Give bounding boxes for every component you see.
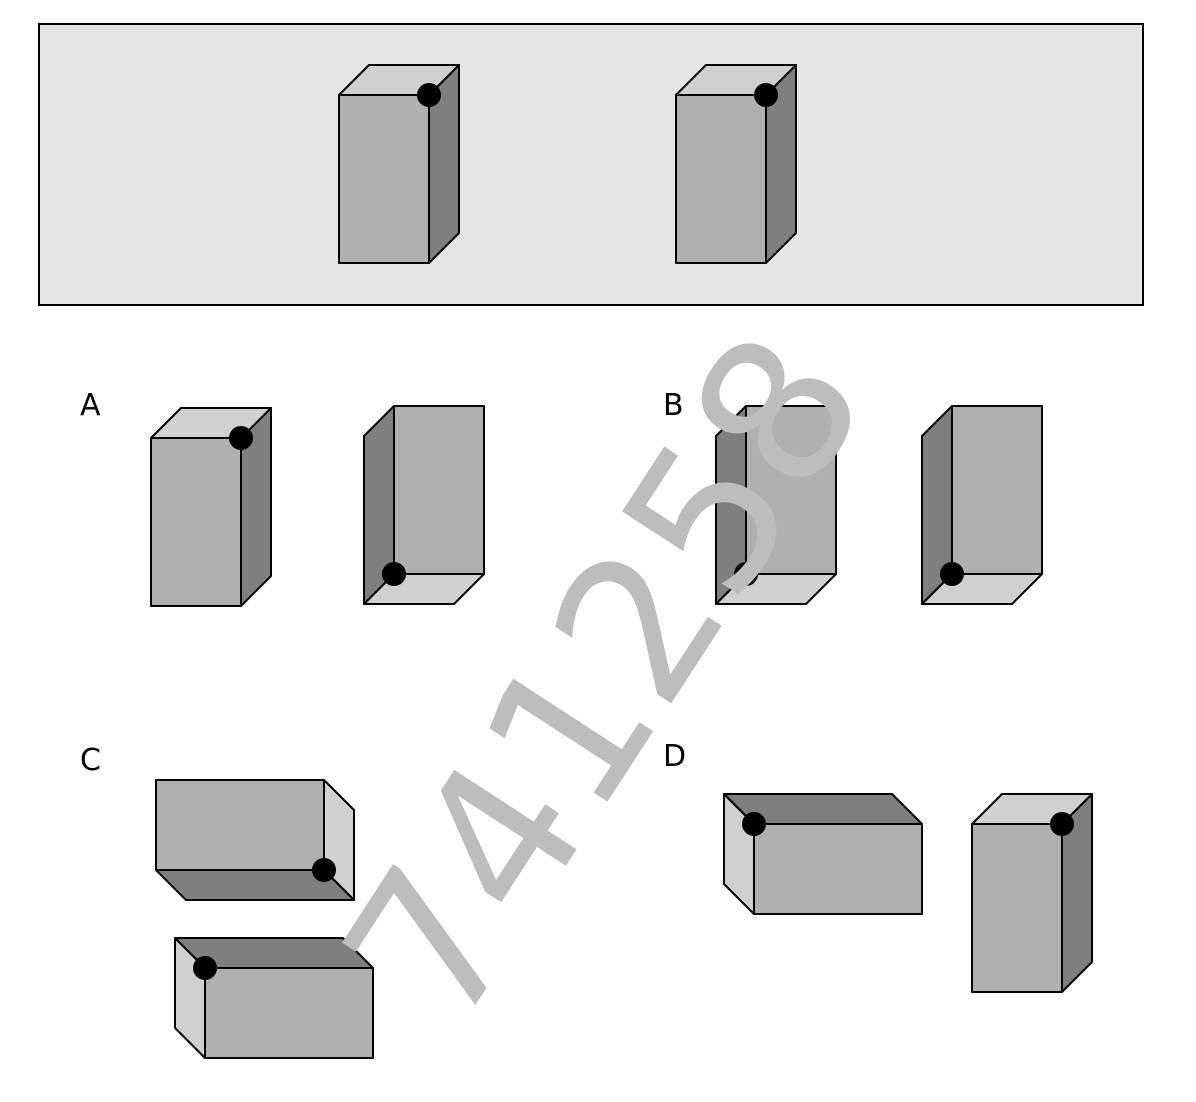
reference-box xyxy=(338,64,460,264)
option-b-boxes xyxy=(715,405,1043,605)
option-d[interactable]: D xyxy=(663,739,1093,993)
reference-panel xyxy=(38,23,1144,306)
box-front-face xyxy=(393,405,485,575)
corner-marker xyxy=(1050,812,1074,836)
option-box xyxy=(150,407,272,607)
option-box xyxy=(155,779,355,901)
corner-marker xyxy=(312,858,336,882)
corner-marker xyxy=(940,562,964,586)
option-box xyxy=(971,793,1093,993)
corner-marker xyxy=(734,562,758,586)
box-front-face xyxy=(675,94,767,264)
option-box xyxy=(363,405,485,605)
corner-marker xyxy=(417,83,441,107)
option-d-boxes xyxy=(723,793,1093,993)
option-box xyxy=(921,405,1043,605)
option-box xyxy=(715,405,837,605)
option-a[interactable]: A xyxy=(80,388,485,607)
option-label-a: A xyxy=(80,388,101,423)
box-front-face xyxy=(951,405,1043,575)
box-front-face xyxy=(150,437,242,607)
option-a-boxes xyxy=(150,405,485,607)
option-label-b: B xyxy=(663,388,684,423)
option-label-c: C xyxy=(80,743,101,778)
corner-marker xyxy=(742,812,766,836)
corner-marker xyxy=(193,956,217,980)
option-c-boxes xyxy=(155,779,374,1059)
corner-marker xyxy=(754,83,778,107)
reference-box xyxy=(675,64,797,264)
option-c[interactable]: C xyxy=(80,743,374,1059)
box-front-face xyxy=(155,779,325,871)
option-label-d: D xyxy=(663,739,686,774)
option-box xyxy=(723,793,923,915)
corner-marker xyxy=(382,562,406,586)
box-front-face xyxy=(338,94,430,264)
option-b[interactable]: B xyxy=(663,388,1043,605)
box-front-face xyxy=(753,823,923,915)
corner-marker xyxy=(229,426,253,450)
option-box xyxy=(174,937,374,1059)
box-front-face xyxy=(745,405,837,575)
box-front-face xyxy=(204,967,374,1059)
box-front-face xyxy=(971,823,1063,993)
reference-boxes xyxy=(338,64,797,264)
